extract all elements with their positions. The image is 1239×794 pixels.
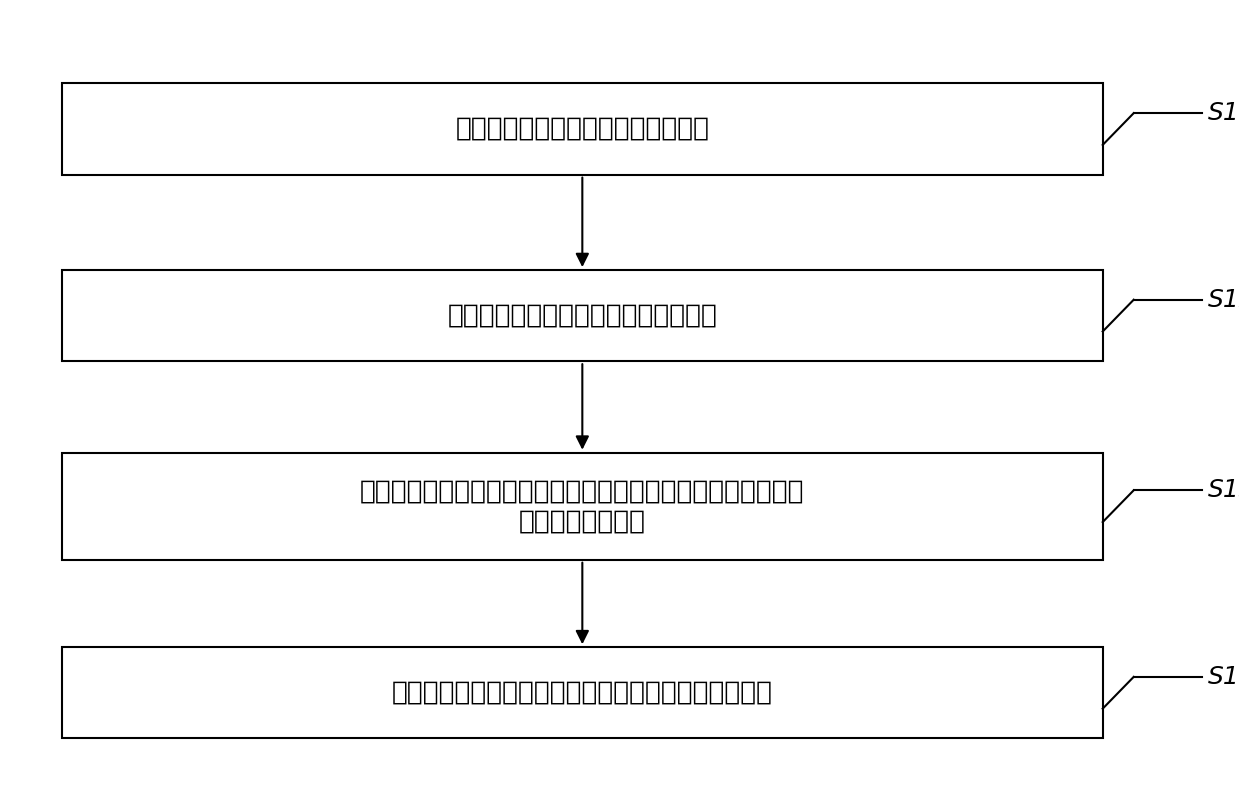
Text: 根据多能流计算模型确定目标综合能源系统中的多能流: 根据多能流计算模型确定目标综合能源系统中的多能流: [392, 680, 773, 706]
Bar: [62, 453, 1103, 560]
Text: S14: S14: [1208, 665, 1239, 689]
Text: 根据待建模参数和能量母线模型创建目标综合能源系统的多能流
的多能流计算模型: 根据待建模参数和能量母线模型创建目标综合能源系统的多能流 的多能流计算模型: [361, 478, 804, 534]
Text: S11: S11: [1208, 101, 1239, 125]
Bar: [62, 83, 1103, 175]
Bar: [62, 270, 1103, 361]
Text: 建立目标综合能源系统的能量母线模型: 建立目标综合能源系统的能量母线模型: [447, 303, 717, 329]
Bar: [62, 647, 1103, 738]
Text: 提取目标综合能源系统的待建模参数: 提取目标综合能源系统的待建模参数: [455, 116, 710, 142]
Text: S13: S13: [1208, 478, 1239, 503]
Text: S12: S12: [1208, 287, 1239, 312]
